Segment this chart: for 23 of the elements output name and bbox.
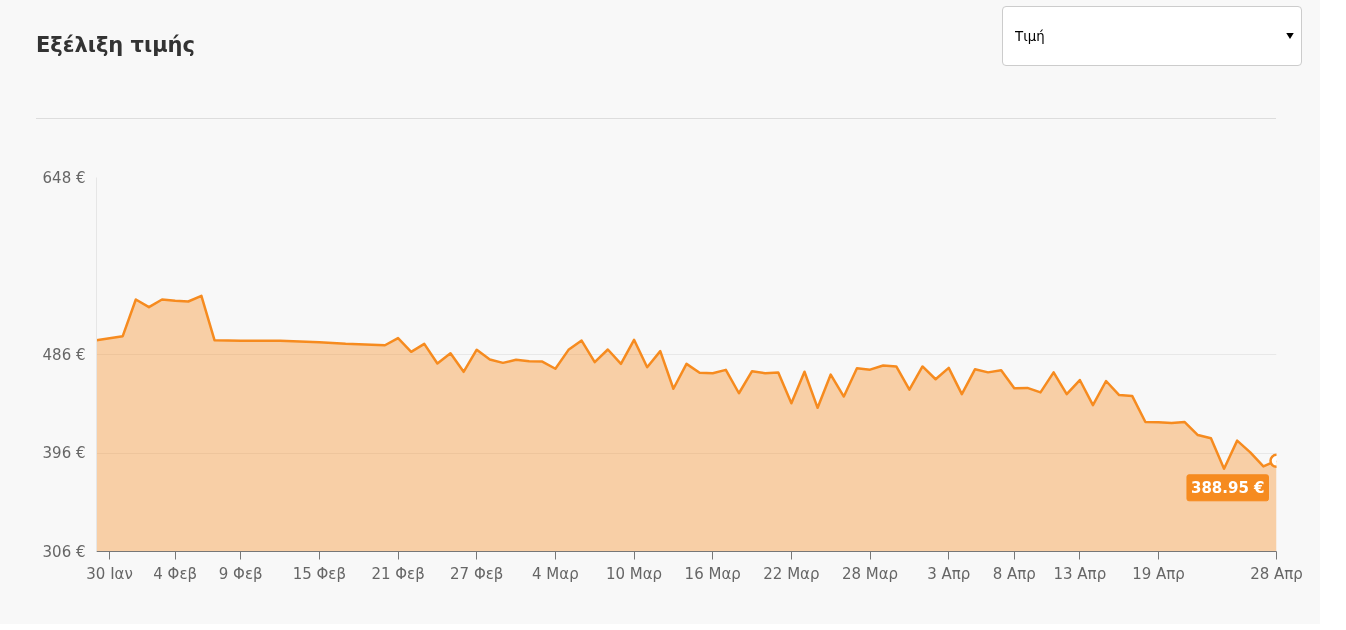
x-tick-label: 22 Μαρ xyxy=(763,564,820,583)
x-tick-label: 3 Απρ xyxy=(927,564,971,583)
x-tick-label: 30 Ιαν xyxy=(86,564,133,583)
annotation: 388.95 € xyxy=(1190,478,1265,497)
x-tick-label: 27 Φεβ xyxy=(450,564,504,583)
text: Τιμή xyxy=(1002,6,1302,66)
x-tick-label: 28 Μαρ xyxy=(841,564,899,583)
chart-title: Εξέλιξη τιμής xyxy=(36,32,196,59)
y-tick-label: 648 € xyxy=(42,168,86,187)
x-tick-label: 19 Απρ xyxy=(1132,564,1185,583)
x-tick-label: 8 Απρ xyxy=(992,564,1036,583)
x-tick-label: 21 Φεβ xyxy=(371,564,425,583)
x-tick-label: 4 Μαρ xyxy=(532,564,579,583)
x-tick-label: 4 Φεβ xyxy=(153,564,198,583)
x-tick-label: 28 Απρ xyxy=(1250,564,1303,583)
x-tick-label: 16 Μαρ xyxy=(684,564,741,583)
x-tick-label: 15 Φεβ xyxy=(292,564,347,583)
y-tick-label: 486 € xyxy=(42,345,86,364)
y-tick-label: 306 € xyxy=(42,542,86,561)
x-tick-label: 10 Μαρ xyxy=(605,564,663,583)
x-tick-label: 13 Απρ xyxy=(1053,564,1107,583)
y-tick-label: 396 € xyxy=(42,444,86,463)
x-tick-label: 9 Φεβ xyxy=(218,564,263,583)
